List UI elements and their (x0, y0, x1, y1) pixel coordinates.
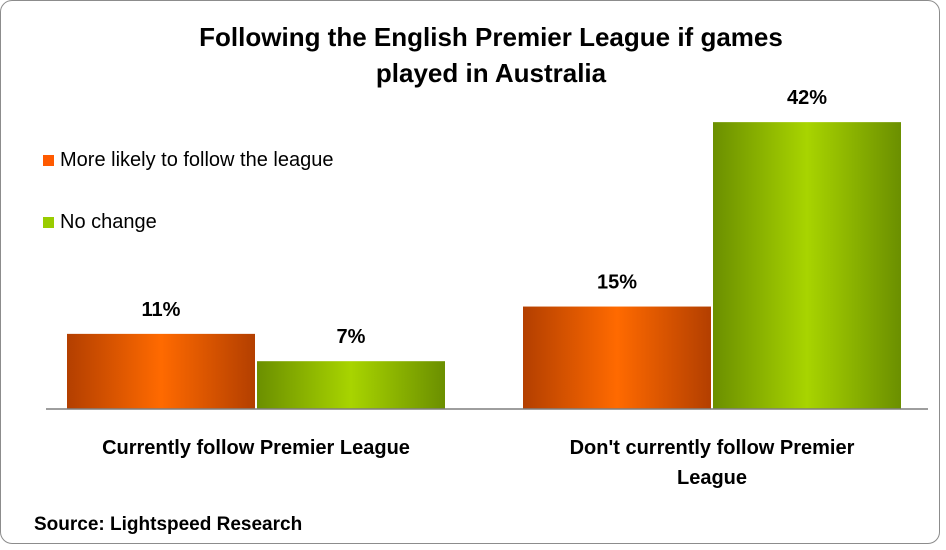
data-label-currently-follow-more-likely: 11% (142, 299, 181, 321)
data-label-currently-follow-no-change: 7% (337, 326, 366, 348)
source-note: Source: Lightspeed Research (34, 514, 303, 535)
data-label-dont-currently-follow-more-likely: 15% (597, 272, 637, 294)
legend-item-no-change: No change (43, 208, 333, 236)
legend-swatch-orange (43, 154, 54, 166)
category-label-dont-currently-follow-line-1: Don't currently follow Premier (570, 437, 855, 459)
legend-swatch-green (43, 216, 54, 228)
bar-currently-follow-no-change (257, 361, 445, 409)
legend-label-no-change: No change (60, 210, 157, 233)
bar-currently-follow-more-likely (67, 333, 255, 409)
chart-title: Following the English Premier League if … (121, 19, 861, 91)
data-label-dont-currently-follow-no-change: 42% (787, 87, 827, 109)
chart-legend: More likely to follow the league No chan… (43, 146, 333, 270)
bar-dont-currently-follow-more-likely (523, 306, 711, 409)
labels-group: 11% 7% Currently follow Premier League 15% 4… (102, 87, 855, 489)
chart-title-line-2: played in Australia (375, 58, 607, 88)
bars-group (67, 122, 901, 409)
legend-item-more-likely: More likely to follow the league (43, 146, 333, 174)
category-label-currently-follow-line-1: Currently follow Premier League (102, 437, 410, 459)
bar-dont-currently-follow-no-change (713, 122, 901, 409)
chart-title-line-1: Following the English Premier League if … (199, 22, 783, 52)
category-label-dont-currently-follow-line-2: League (677, 467, 747, 489)
legend-label-more-likely: More likely to follow the league (60, 148, 334, 171)
